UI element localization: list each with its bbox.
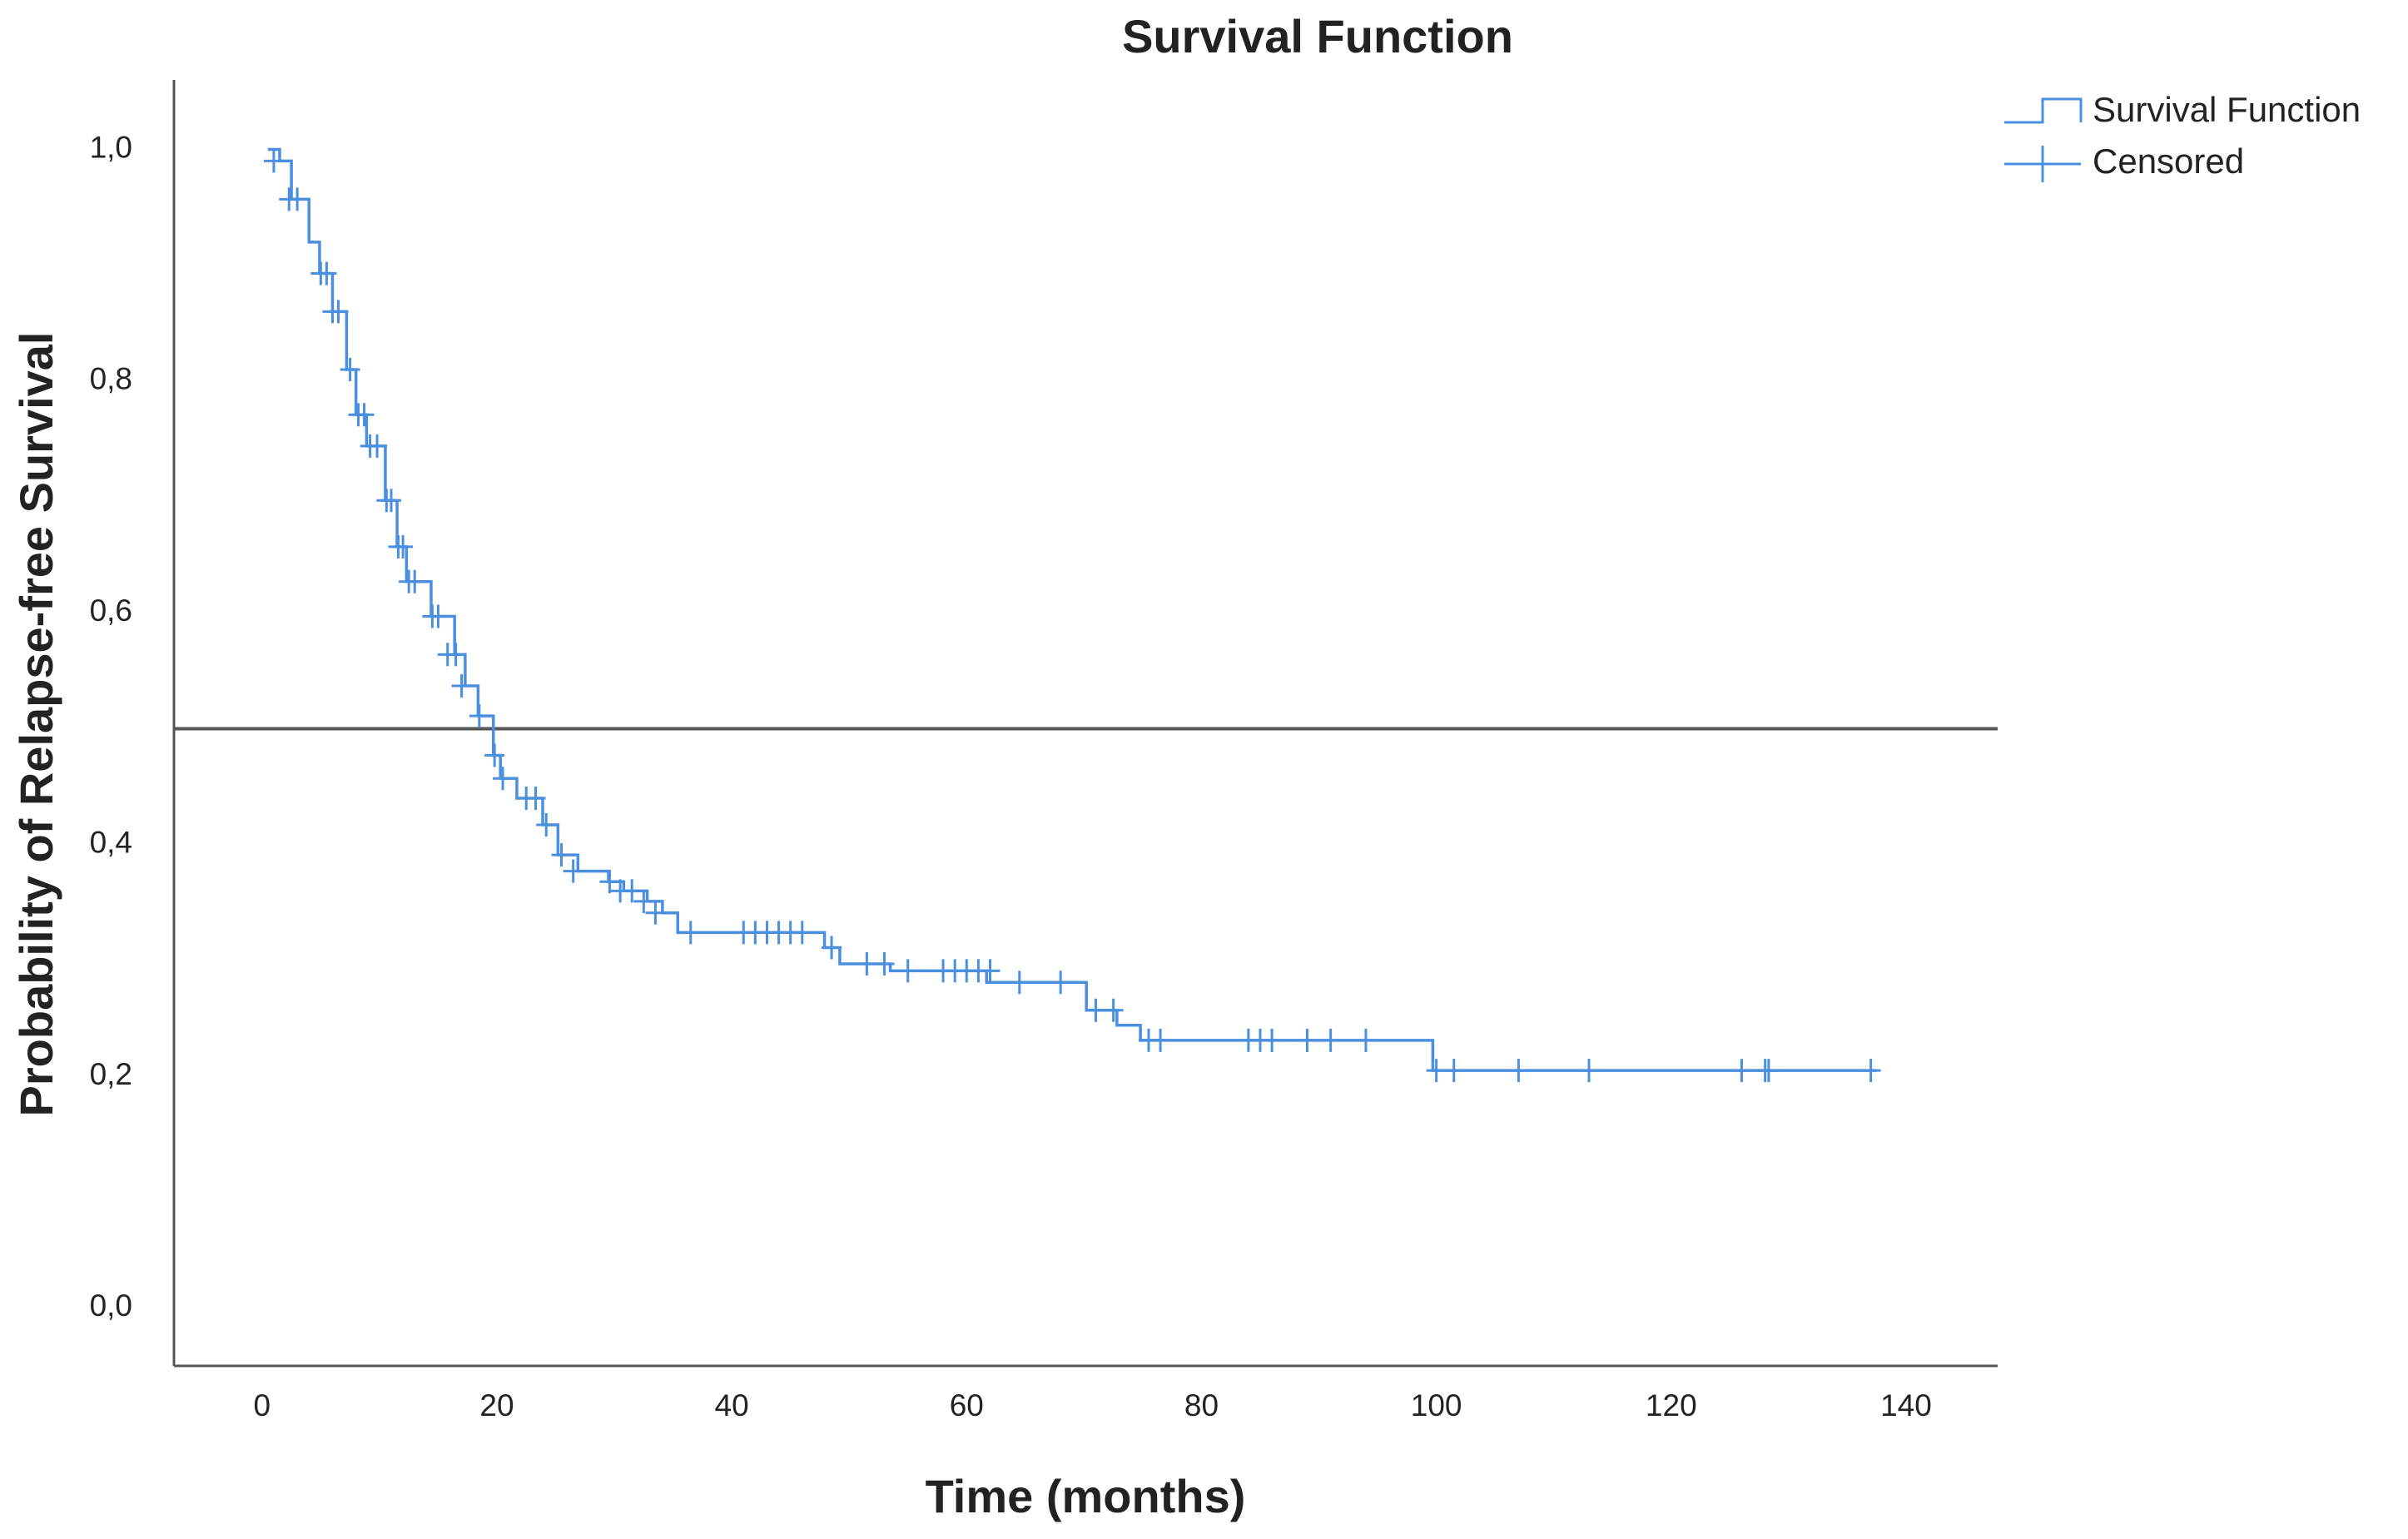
censored-mark	[874, 952, 895, 976]
censored-mark	[645, 901, 666, 925]
censored-mark	[428, 604, 449, 628]
censored-mark	[822, 936, 842, 960]
censored-mark	[1262, 1028, 1283, 1052]
censored-mark	[393, 534, 414, 559]
censored-mark	[897, 959, 918, 983]
censored-mark	[1320, 1028, 1341, 1052]
legend-icon	[2004, 97, 2083, 124]
censored-mark	[405, 569, 425, 593]
censored-mark	[1508, 1059, 1529, 1083]
x-tick-label: 60	[950, 1388, 984, 1422]
y-tick-label: 0,0	[90, 1288, 132, 1323]
censored-mark	[563, 859, 583, 883]
censored-mark	[536, 812, 557, 837]
censored-mark	[1426, 1059, 1447, 1083]
censored-mark	[1758, 1059, 1779, 1083]
censored-mark	[469, 704, 489, 728]
censored-mark	[633, 889, 654, 913]
censored-mark	[856, 952, 877, 976]
y-tick-label: 1,0	[90, 130, 132, 164]
censored-mark	[1085, 998, 1106, 1022]
chart-title: Survival Function	[1122, 10, 1513, 62]
censored-mark	[493, 767, 514, 791]
censored-mark	[1579, 1059, 1600, 1083]
censored-mark	[1009, 971, 1030, 995]
x-tick-label: 100	[1411, 1388, 1462, 1422]
censored-mark	[525, 786, 546, 810]
censored-mark	[1443, 1059, 1464, 1083]
censored-mark	[551, 843, 572, 867]
censored-mark	[1150, 1028, 1171, 1052]
censored-mark	[381, 489, 402, 513]
censored-mark	[340, 357, 360, 381]
censored-mark	[622, 879, 643, 903]
x-tick-label: 20	[479, 1388, 514, 1422]
censored-mark	[328, 300, 349, 324]
x-tick-label: 120	[1646, 1388, 1697, 1422]
y-tick-label: 0,8	[90, 362, 132, 396]
y-tick-label: 0,4	[90, 825, 132, 859]
censored-mark	[680, 921, 701, 945]
x-tick-label: 0	[254, 1388, 271, 1422]
censored-mark	[484, 743, 505, 767]
censored-mark	[1103, 998, 1124, 1022]
censored-mark	[367, 434, 388, 458]
x-tick-label: 40	[715, 1388, 749, 1422]
censored-mark	[792, 921, 812, 945]
x-tick-label: 80	[1184, 1388, 1219, 1422]
censored-mark	[287, 187, 308, 211]
censored-mark	[354, 403, 375, 427]
censored-mark	[451, 673, 472, 698]
censored-mark	[980, 959, 1000, 983]
censored-mark	[1050, 971, 1071, 995]
x-tick-label: 140	[1880, 1388, 1932, 1422]
censored-mark	[599, 870, 620, 894]
censored-mark	[263, 149, 284, 173]
censored-mark	[445, 643, 466, 667]
legend-label: Survival Function	[2093, 90, 2361, 129]
censored-mark	[1297, 1028, 1318, 1052]
survival-line	[267, 147, 1877, 1072]
y-tick-label: 0,6	[90, 593, 132, 628]
legend-icon	[2004, 146, 2081, 182]
censored-mark	[1860, 1059, 1881, 1083]
y-tick-label: 0,2	[90, 1057, 132, 1091]
legend-label: Censored	[2093, 141, 2244, 181]
censored-mark	[1355, 1028, 1376, 1052]
y-axis-label: Probability of Relapse-free Survival	[10, 332, 62, 1117]
censored-mark	[1731, 1059, 1752, 1083]
censored-mark	[316, 261, 337, 285]
x-axis-label: Time (months)	[926, 1470, 1246, 1522]
